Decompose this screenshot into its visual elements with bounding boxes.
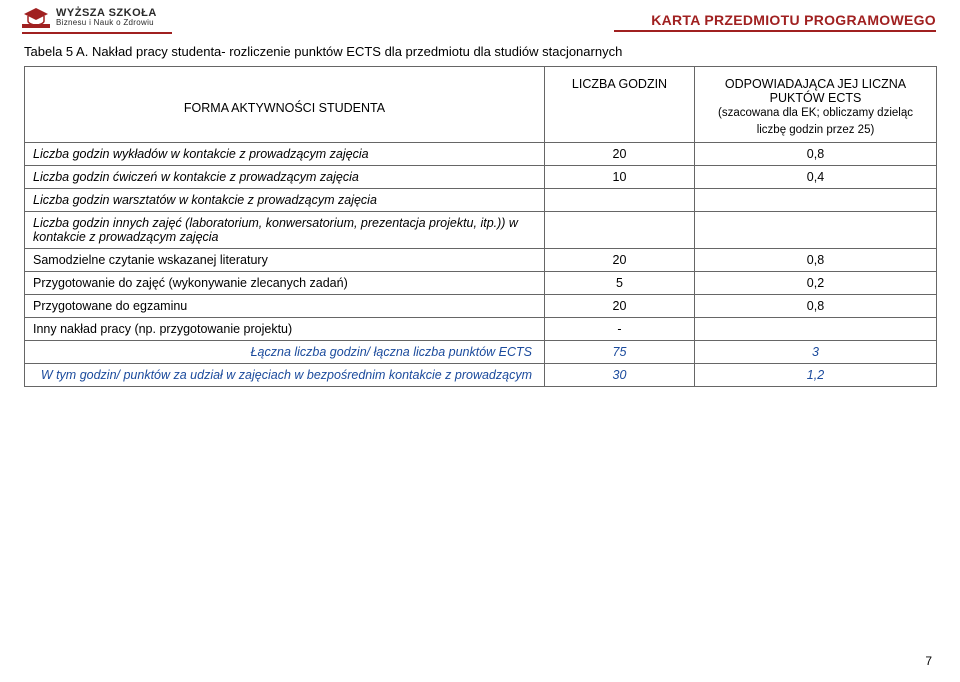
school-name-line2: Biznesu i Nauk o Zdrowiu (56, 19, 157, 27)
page-header: KARTA PRZEDMIOTU PROGRAMOWEGO (651, 12, 936, 28)
table-row-total: Łączna liczba godzin/ łączna liczba punk… (25, 341, 937, 364)
page-number: 7 (925, 654, 932, 668)
table-row: Liczba godzin ćwiczeń w kontakcie z prow… (25, 166, 937, 189)
ects-table: FORMA AKTYWNOŚCI STUDENTA LICZBA GODZIN … (24, 66, 937, 387)
logo-underline (22, 32, 172, 34)
graduation-cap-icon (22, 6, 50, 28)
table-title: Tabela 5 A. Nakład pracy studenta- rozli… (24, 44, 622, 59)
table-row: Samodzielne czytanie wskazanej literatur… (25, 249, 937, 272)
table-row-contact: W tym godzin/ punktów za udział w zajęci… (25, 364, 937, 387)
school-name-line1: WYŻSZA SZKOŁA (56, 8, 157, 19)
col-header-activity: FORMA AKTYWNOŚCI STUDENTA (25, 67, 545, 143)
table-row: Liczba godzin wykładów w kontakcie z pro… (25, 143, 937, 166)
table-row: Liczba godzin warsztatów w kontakcie z p… (25, 189, 937, 212)
table-header-row: FORMA AKTYWNOŚCI STUDENTA LICZBA GODZIN … (25, 67, 937, 143)
col-header-hours: LICZBA GODZIN (545, 67, 695, 143)
header-underline (614, 30, 936, 32)
table-row: Przygotowanie do zajęć (wykonywanie zlec… (25, 272, 937, 295)
table-row: Inny nakład pracy (np. przygotowanie pro… (25, 318, 937, 341)
table-row: Przygotowane do egzaminu 20 0,8 (25, 295, 937, 318)
table-row: Liczba godzin innych zajęć (laboratorium… (25, 212, 937, 249)
col-header-ects: ODPOWIADAJĄCA JEJ LICZNA PUKTÓW ECTS (sz… (695, 67, 937, 143)
school-logo: WYŻSZA SZKOŁA Biznesu i Nauk o Zdrowiu (22, 6, 157, 28)
